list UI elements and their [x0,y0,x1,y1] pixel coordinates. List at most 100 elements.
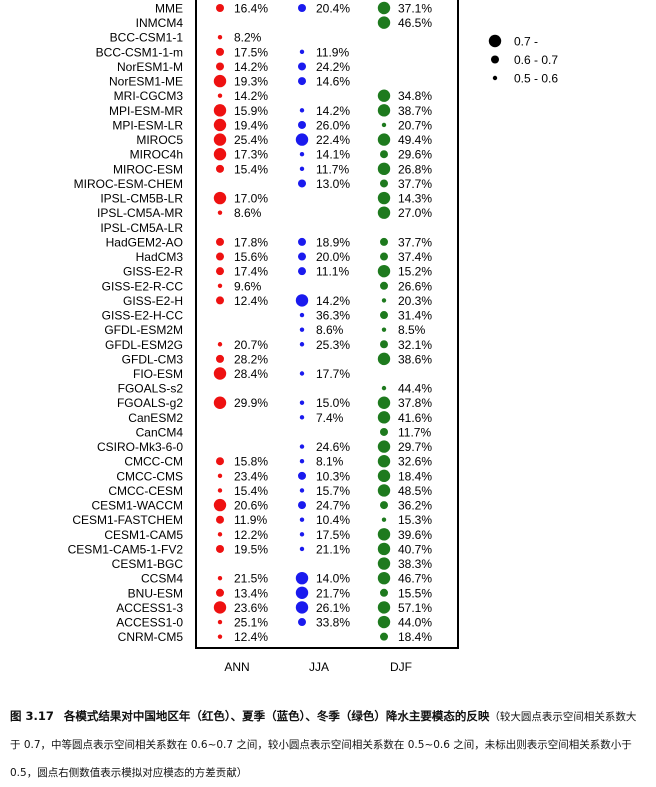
ann-value-label: 11.9% [234,513,267,527]
jja-marker [299,166,305,172]
jja-value-label: 7.4% [316,411,344,425]
jja-value-label: 14.2% [316,294,350,308]
jja-marker [298,77,306,86]
model-label: GFDL-ESM2G [105,338,183,352]
djf-marker [377,440,391,453]
jja-value-label: 11.1% [316,265,349,279]
ann-marker [216,62,224,71]
ann-value-label: 19.5% [234,542,268,556]
ann-marker [217,283,223,288]
ann-marker [217,619,223,625]
jja-value-label: 26.1% [316,601,350,615]
djf-marker [381,517,387,522]
ann-value-label: 9.6% [234,279,262,293]
ann-marker [216,267,224,276]
model-label: GISS-E2-R-CC [102,279,184,293]
djf-value-label: 38.6% [398,352,432,366]
model-label: CanCM4 [136,425,184,439]
plot-frame [195,0,459,649]
djf-value-label: 29.6% [398,148,432,162]
ann-marker [213,148,227,161]
jja-value-label: 26.0% [316,118,350,132]
model-label: ACCESS1-0 [116,616,183,630]
jja-marker [295,133,309,146]
model-label: BCC-CSM1-1 [110,31,184,45]
model-label: CanESM2 [128,411,183,425]
column-label: ANN [224,660,249,674]
jja-marker [295,294,309,307]
jja-marker [299,532,305,537]
model-label: IPSL-CM5A-MR [97,206,183,220]
model-label: MME [155,2,183,16]
jja-value-label: 14.6% [316,75,350,89]
jja-marker [299,488,305,493]
djf-marker [381,298,387,303]
djf-value-label: 39.6% [398,528,432,542]
djf-marker [380,632,388,641]
jja-value-label: 10.4% [316,513,350,527]
ann-value-label: 17.5% [234,45,268,59]
djf-value-label: 37.7% [398,235,432,249]
ann-value-label: 15.9% [234,104,268,118]
jja-marker [298,120,306,129]
ann-value-label: 15.4% [234,484,268,498]
jja-value-label: 36.3% [316,309,350,323]
djf-marker [377,601,391,614]
ann-value-label: 8.6% [234,206,262,220]
model-label: CESM1-FASTCHEM [72,513,183,527]
ann-marker [217,473,223,479]
djf-marker [380,237,388,246]
ann-value-label: 21.5% [234,572,268,586]
jja-marker [299,152,305,157]
ann-value-label: 15.8% [234,455,268,469]
model-label: MRI-CGCM3 [114,89,184,103]
djf-value-label: 14.3% [398,192,432,206]
model-label: GFDL-ESM2M [104,323,183,337]
jja-marker [298,471,306,480]
legend-label: 0.5 - 0.6 [514,72,558,86]
ann-value-label: 20.7% [234,338,268,352]
model-label: BNU-ESM [128,586,183,600]
figure-caption: 图 3.17 各模式结果对中国地区年（红色）、夏季（蓝色）、冬季（绿色）降水主要模… [10,703,646,787]
model-label: INMCM4 [136,16,184,30]
ann-marker [216,296,224,305]
djf-value-label: 20.7% [398,118,432,132]
jja-marker [298,618,306,627]
legend-marker [492,75,498,81]
djf-marker [377,469,391,483]
ann-marker [213,396,227,409]
djf-marker [377,615,391,629]
legend-marker [491,55,499,64]
jja-value-label: 17.5% [316,528,350,542]
ann-marker [213,104,227,117]
model-label: FGOALS-s2 [118,382,184,396]
jja-marker [299,312,305,318]
model-label: BCC-CSM1-1-m [96,45,183,59]
jja-marker [298,4,306,12]
model-label: CMCC-CESM [108,484,183,498]
djf-marker [377,557,391,570]
djf-value-label: 36.2% [398,499,432,513]
djf-marker [377,484,391,497]
legend-marker [488,34,502,48]
djf-marker [380,252,388,261]
jja-value-label: 11.9% [316,45,349,59]
djf-value-label: 34.8% [398,89,432,103]
model-label: GISS-E2-H-CC [102,309,184,323]
model-label: MPI-ESM-LR [112,118,183,132]
djf-marker [380,179,388,188]
ann-value-label: 25.4% [234,133,268,147]
jja-marker [299,327,305,332]
caption-note: （较大圆点表示空间相关系数大于 0.7，中等圆点表示空间相关系数在 0.6~0.… [10,711,637,779]
djf-value-label: 38.7% [398,104,432,118]
model-label: CMCC-CMS [116,469,183,483]
model-label: CNRM-CM5 [118,630,184,644]
djf-value-label: 41.6% [398,411,432,425]
ann-value-label: 16.4% [234,2,268,16]
ann-value-label: 23.4% [234,469,268,483]
model-label: GFDL-CM3 [122,352,184,366]
djf-marker [377,16,391,29]
djf-value-label: 26.6% [398,279,432,293]
ann-marker [216,47,224,56]
djf-marker [377,89,391,102]
